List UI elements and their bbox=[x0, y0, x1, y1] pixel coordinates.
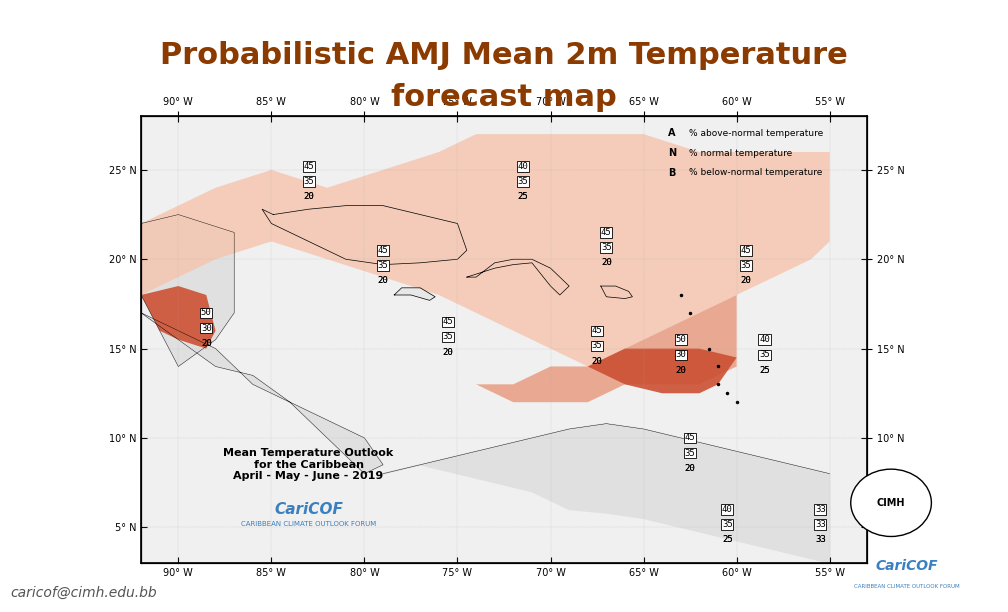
Text: Probabilistic AMJ Mean 2m Temperature: Probabilistic AMJ Mean 2m Temperature bbox=[160, 40, 848, 70]
Text: 20: 20 bbox=[684, 464, 696, 473]
Text: 25: 25 bbox=[722, 536, 733, 544]
Polygon shape bbox=[141, 134, 830, 367]
Text: N: N bbox=[668, 148, 676, 158]
Text: forecast map: forecast map bbox=[391, 83, 617, 113]
Text: 35: 35 bbox=[517, 177, 528, 186]
Text: 20: 20 bbox=[443, 348, 454, 357]
Text: % above-normal temperature: % above-normal temperature bbox=[689, 129, 824, 138]
Text: 25: 25 bbox=[759, 365, 770, 375]
Text: 35: 35 bbox=[443, 332, 454, 341]
Text: 20: 20 bbox=[601, 258, 612, 267]
Text: 35: 35 bbox=[601, 243, 612, 252]
Text: CariCOF: CariCOF bbox=[274, 502, 343, 517]
Text: 20: 20 bbox=[741, 276, 751, 285]
Text: 35: 35 bbox=[378, 261, 388, 270]
Text: 20: 20 bbox=[675, 365, 686, 375]
Text: 20: 20 bbox=[601, 258, 612, 267]
Text: caricof@cimh.edu.bb: caricof@cimh.edu.bb bbox=[10, 586, 156, 600]
Polygon shape bbox=[467, 259, 570, 295]
Text: CARIBBEAN CLIMATE OUTLOOK FORUM: CARIBBEAN CLIMATE OUTLOOK FORUM bbox=[241, 521, 376, 527]
Text: 40: 40 bbox=[517, 162, 528, 171]
Circle shape bbox=[851, 469, 931, 537]
Text: 45: 45 bbox=[303, 162, 313, 171]
Text: 20: 20 bbox=[741, 276, 751, 285]
Text: 25: 25 bbox=[759, 365, 770, 375]
Text: 20: 20 bbox=[303, 192, 313, 201]
Text: 40: 40 bbox=[759, 335, 770, 344]
Text: 35: 35 bbox=[722, 520, 733, 529]
Polygon shape bbox=[141, 313, 383, 474]
Polygon shape bbox=[601, 286, 632, 299]
Text: 45: 45 bbox=[378, 246, 388, 255]
Text: % below-normal temperature: % below-normal temperature bbox=[689, 168, 823, 177]
Text: 20: 20 bbox=[592, 357, 603, 365]
Polygon shape bbox=[383, 424, 830, 563]
Text: 35: 35 bbox=[741, 261, 751, 270]
Text: 45: 45 bbox=[592, 326, 603, 335]
Polygon shape bbox=[141, 215, 234, 367]
Polygon shape bbox=[141, 259, 737, 402]
Text: % normal temperature: % normal temperature bbox=[689, 149, 792, 157]
Text: 45: 45 bbox=[443, 317, 454, 326]
Polygon shape bbox=[588, 349, 737, 394]
Text: CIMH: CIMH bbox=[877, 498, 905, 508]
Text: 45: 45 bbox=[741, 246, 751, 255]
Text: 20: 20 bbox=[443, 348, 454, 357]
Polygon shape bbox=[141, 286, 216, 349]
Text: 20: 20 bbox=[201, 338, 212, 348]
Text: 40: 40 bbox=[722, 505, 733, 514]
Text: 33: 33 bbox=[815, 505, 826, 514]
Text: CariCOF: CariCOF bbox=[876, 559, 938, 573]
Polygon shape bbox=[262, 206, 467, 264]
Text: A: A bbox=[668, 129, 675, 138]
Text: 25: 25 bbox=[722, 536, 733, 544]
Text: 20: 20 bbox=[303, 192, 313, 201]
Text: 35: 35 bbox=[759, 350, 770, 359]
Text: CARIBBEAN CLIMATE OUTLOOK FORUM: CARIBBEAN CLIMATE OUTLOOK FORUM bbox=[855, 584, 960, 589]
Text: 20: 20 bbox=[378, 276, 388, 285]
Text: 33: 33 bbox=[815, 536, 826, 544]
Text: 35: 35 bbox=[592, 341, 603, 351]
Text: 45: 45 bbox=[684, 433, 696, 442]
Text: 30: 30 bbox=[675, 350, 686, 359]
Text: Mean Temperature Outlook
for the Caribbean
April - May - June - 2019: Mean Temperature Outlook for the Caribbe… bbox=[224, 448, 394, 482]
Text: 20: 20 bbox=[201, 338, 212, 348]
Text: 45: 45 bbox=[601, 228, 612, 237]
Text: 20: 20 bbox=[592, 357, 603, 365]
Text: 35: 35 bbox=[303, 177, 313, 186]
Text: 25: 25 bbox=[517, 192, 528, 201]
Text: 35: 35 bbox=[684, 449, 696, 458]
Text: B: B bbox=[668, 168, 675, 177]
Text: 20: 20 bbox=[684, 464, 696, 473]
Text: 20: 20 bbox=[378, 276, 388, 285]
Text: 20: 20 bbox=[675, 365, 686, 375]
Text: 33: 33 bbox=[815, 536, 826, 544]
Text: 25: 25 bbox=[517, 192, 528, 201]
Text: 50: 50 bbox=[675, 335, 686, 344]
Polygon shape bbox=[394, 288, 435, 300]
Text: 30: 30 bbox=[201, 324, 212, 332]
Text: 50: 50 bbox=[201, 308, 212, 318]
Text: 33: 33 bbox=[815, 520, 826, 529]
